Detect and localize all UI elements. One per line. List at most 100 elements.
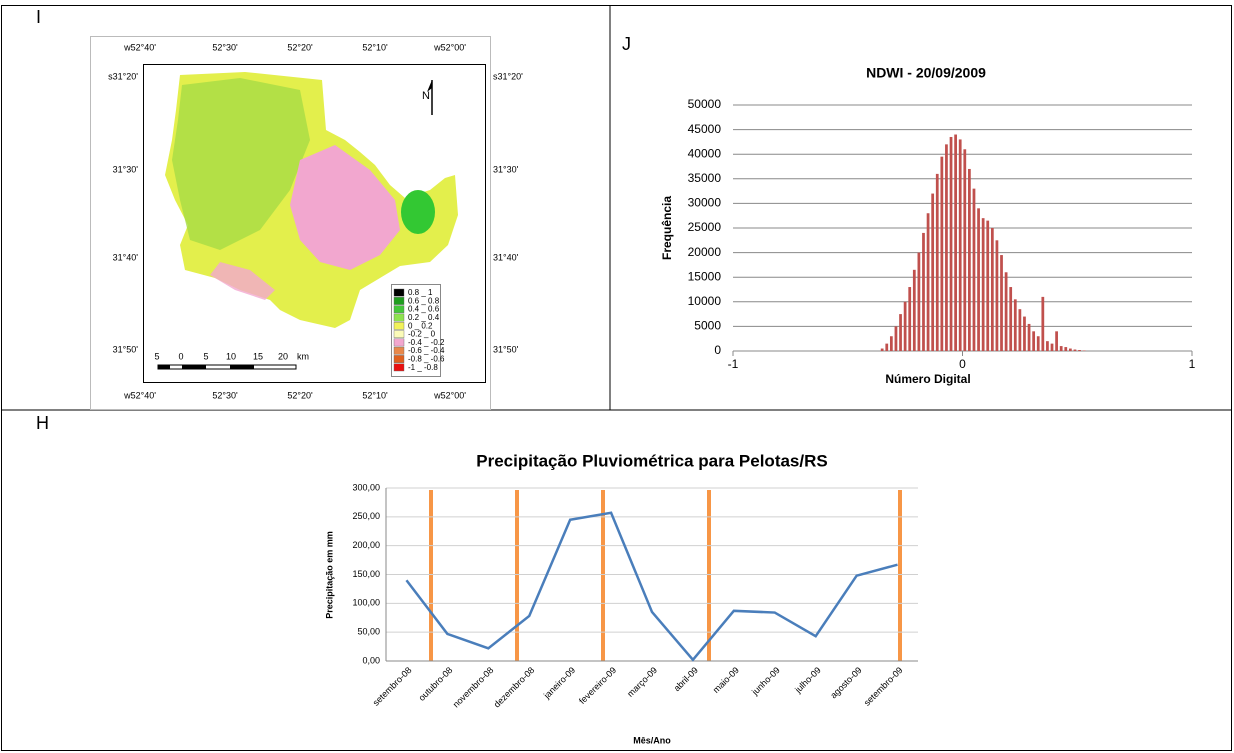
histogram-bar — [1023, 317, 1026, 351]
histogram-bar — [1074, 350, 1077, 351]
histogram-bar — [908, 287, 911, 351]
x-tick-label: março-09 — [625, 665, 659, 699]
histogram-bar — [913, 270, 916, 351]
histogram-bar — [982, 218, 985, 351]
histogram-bar — [1018, 309, 1021, 351]
map-coord-label: 52°30' — [212, 390, 238, 400]
map-coord-label: w52°00' — [433, 390, 466, 400]
y-tick-label: 20000 — [688, 245, 722, 259]
panel-label: J — [622, 34, 631, 54]
y-tick-label: 250,00 — [352, 511, 380, 521]
scale-bar — [230, 365, 254, 369]
histogram-bar — [940, 157, 943, 351]
scale-label: 20 — [278, 351, 288, 361]
map-coord-label: 52°20' — [287, 390, 313, 400]
histogram-bar — [927, 213, 930, 351]
histogram-bar — [899, 314, 902, 351]
y-tick-label: 300,00 — [352, 482, 380, 492]
x-tick-label: 0 — [959, 357, 966, 371]
histogram-bar — [890, 336, 893, 351]
scale-label: 5 — [203, 351, 208, 361]
map-coord-label: w52°00' — [433, 42, 466, 52]
y-tick-label: 50,00 — [357, 627, 380, 637]
x-tick-label: -1 — [728, 357, 739, 371]
scale-label: 5 — [154, 351, 159, 361]
histogram-bar — [1064, 347, 1067, 351]
y-tick-label: 100,00 — [352, 598, 380, 608]
legend-swatch — [394, 289, 404, 296]
x-tick-label: maio-09 — [711, 665, 741, 695]
map-coord-label: 31°30' — [113, 164, 139, 174]
histogram-bar — [1005, 272, 1008, 351]
histogram-bar — [1055, 331, 1058, 351]
x-axis-label: Número Digital — [885, 372, 970, 386]
map-lake — [401, 190, 435, 234]
legend-swatch — [394, 297, 404, 304]
histogram-bar — [1051, 344, 1054, 351]
histogram-bar — [991, 228, 994, 351]
x-tick-label: outubro-08 — [417, 665, 455, 703]
histogram-bar — [986, 221, 989, 351]
y-tick-label: 10000 — [688, 294, 722, 308]
chart-title: Precipitação Pluviométrica para Pelotas/… — [476, 451, 827, 470]
histogram-bar — [959, 139, 962, 351]
histogram-bar — [963, 149, 966, 351]
y-tick-label: 5000 — [694, 319, 721, 333]
y-tick-label: 15000 — [688, 269, 722, 283]
y-axis-label: Precipitação em mm — [324, 531, 334, 619]
y-tick-label: 200,00 — [352, 540, 380, 550]
histogram-bar — [1078, 350, 1081, 351]
scale-label: 0 — [178, 351, 183, 361]
map-coord-label: 52°10' — [362, 390, 388, 400]
histogram-bar — [885, 344, 888, 351]
histogram-bar — [1014, 299, 1017, 351]
x-tick-label: novembro-08 — [451, 665, 496, 710]
y-tick-label: 40000 — [688, 146, 722, 160]
histogram-bar — [931, 194, 934, 351]
y-tick-label: 35000 — [688, 171, 722, 185]
histogram-bar — [968, 169, 971, 351]
map-coord-label: 31°50' — [113, 344, 139, 354]
legend-swatch — [394, 339, 404, 346]
scale-label: 15 — [253, 351, 263, 361]
legend-swatch — [394, 322, 404, 329]
figure: Iw52°40'52°30'52°20'52°10'w52°00'w52°40'… — [0, 0, 1234, 753]
histogram-bar — [936, 174, 939, 351]
legend-label: -1 _ -0.8 — [408, 363, 438, 372]
x-axis-label: Mês/Ano — [633, 735, 671, 745]
y-tick-label: 0 — [714, 343, 721, 357]
histogram-bar — [1028, 324, 1031, 351]
histogram-bar — [1032, 331, 1035, 351]
legend-swatch — [394, 314, 404, 321]
histogram-bar — [954, 135, 957, 351]
x-tick-label: setembro-09 — [862, 665, 905, 708]
x-tick-label: junho-09 — [749, 665, 782, 698]
y-axis-label: Frequência — [660, 196, 674, 260]
legend-swatch — [394, 364, 404, 371]
legend-swatch — [394, 355, 404, 362]
histogram-bar — [1060, 346, 1063, 351]
map-coord-label: 31°40' — [113, 252, 139, 262]
scale-label: 10 — [226, 351, 236, 361]
histogram-bar — [904, 302, 907, 351]
x-tick-label: 1 — [1189, 357, 1196, 371]
x-tick-label: julho-09 — [792, 665, 822, 695]
legend-swatch — [394, 347, 404, 354]
scale-bar — [158, 365, 296, 369]
map-coord-label: 52°30' — [212, 42, 238, 52]
y-tick-label: 150,00 — [352, 569, 380, 579]
y-tick-label: 0,00 — [362, 655, 380, 665]
histogram-bar — [1046, 341, 1049, 351]
x-tick-label: agosto-09 — [828, 665, 863, 700]
scale-label: km — [297, 351, 309, 361]
line-series — [406, 513, 897, 660]
chart-title: NDWI - 20/09/2009 — [866, 65, 986, 81]
map-coord-label: 52°10' — [362, 42, 388, 52]
legend-swatch — [394, 331, 404, 338]
x-tick-label: fevereiro-09 — [577, 665, 618, 706]
panel-label: H — [36, 413, 49, 433]
histogram-bar — [922, 233, 925, 351]
histogram-bar — [1000, 255, 1003, 351]
histogram-bar — [973, 189, 976, 351]
map-coord-label: s31°20' — [493, 71, 523, 81]
